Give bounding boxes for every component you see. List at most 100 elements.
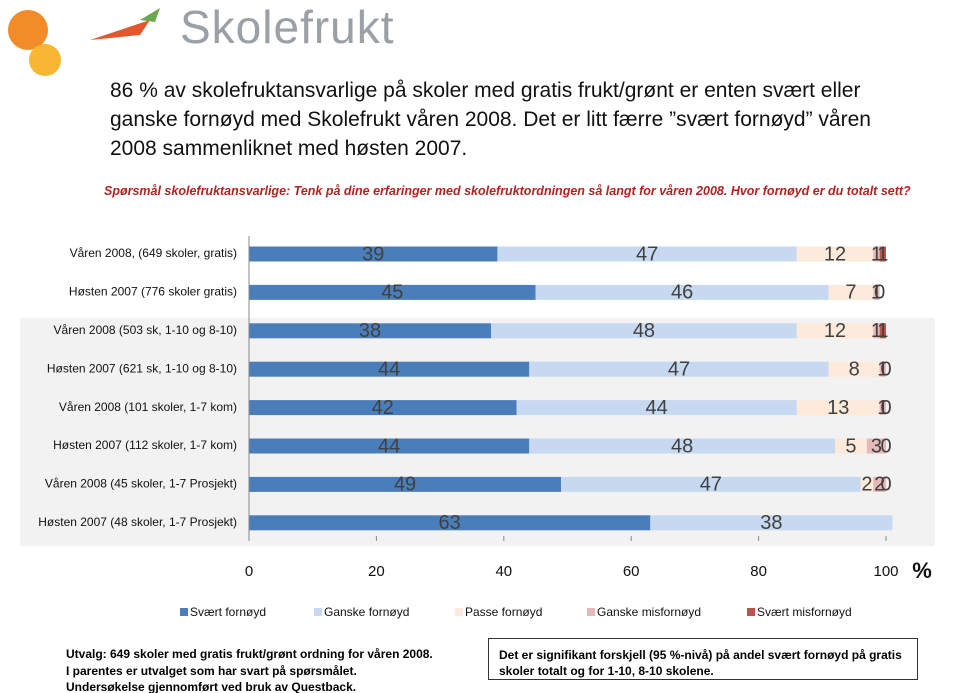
legend-swatch — [587, 608, 595, 616]
data-label: 44 — [646, 397, 668, 419]
bar-segment — [866, 438, 886, 454]
data-label: 5 — [845, 435, 856, 457]
category-label: Våren 2008 (503 sk, 1-10 og 8-10) — [54, 323, 237, 337]
data-label: 7 — [845, 282, 856, 304]
data-label: 49 — [394, 474, 416, 496]
legend-label: Svært misfornøyd — [757, 605, 852, 619]
bar-segment — [650, 515, 893, 531]
bar-segment — [828, 284, 874, 300]
data-label: 0 — [874, 282, 885, 304]
bar-segment — [249, 361, 530, 377]
bar-segment — [249, 400, 517, 416]
category-label: Våren 2008 (101 skoler, 1-7 kom) — [59, 400, 237, 414]
data-label: 39 — [362, 243, 384, 265]
bar-segment — [516, 400, 797, 416]
legend-swatch — [180, 608, 188, 616]
data-label: 46 — [671, 282, 693, 304]
data-label: 3 — [871, 435, 882, 457]
fruit-logo — [8, 8, 160, 76]
bar-segment — [249, 323, 492, 339]
legend-swatch — [455, 608, 463, 616]
data-label: 42 — [372, 397, 394, 419]
bar-segment — [828, 361, 880, 377]
category-label: Våren 2008, (649 skoler, gratis) — [70, 246, 237, 260]
logo: Skolefrukt — [180, 1, 395, 53]
legend-label: Ganske misfornøyd — [597, 605, 701, 619]
bar-segment — [529, 361, 829, 377]
bar-segment — [873, 323, 880, 339]
bar-segment — [879, 323, 886, 339]
data-label: 0 — [880, 474, 891, 496]
category-label: Høsten 2007 (112 skoler, 1-7 kom) — [53, 438, 237, 452]
data-label: 47 — [668, 358, 690, 380]
data-label: 45 — [381, 282, 403, 304]
legend-swatch — [747, 608, 755, 616]
x-tick-label: 40 — [495, 563, 512, 580]
data-label: 47 — [700, 474, 722, 496]
bar-segment — [796, 400, 880, 416]
plot-background — [20, 318, 935, 546]
legend-label: Ganske fornøyd — [324, 605, 409, 619]
data-label: 48 — [671, 435, 693, 457]
data-label: 12 — [824, 320, 846, 342]
data-label: 1 — [877, 243, 888, 265]
bar-segment — [873, 246, 880, 262]
bar-segment — [249, 284, 536, 300]
data-label: 48 — [633, 320, 655, 342]
x-tick-label: 100 — [873, 563, 898, 580]
category-label: Høsten 2007 (776 skoler gratis) — [69, 285, 237, 299]
legend-swatch — [314, 608, 322, 616]
bar-segment — [873, 476, 886, 492]
bar-segment — [249, 476, 562, 492]
bar-segment — [497, 246, 797, 262]
data-label: 1 — [877, 397, 888, 419]
data-label: 38 — [760, 512, 782, 534]
x-tick-label: 60 — [623, 563, 640, 580]
bar-segment — [249, 246, 498, 262]
data-label: 1 — [877, 320, 888, 342]
note-line: I parentes er utvalget som har svart på … — [66, 663, 357, 678]
bar-segment — [879, 400, 886, 416]
data-label: 44 — [378, 435, 400, 457]
bar-segment — [491, 323, 797, 339]
bar-segment — [249, 515, 651, 531]
data-label: 13 — [827, 397, 849, 419]
bar-segment — [249, 438, 530, 454]
legend-label: Svært fornøyd — [190, 605, 266, 619]
headline: 86 % av skolefruktansvarlige på skoler m… — [110, 79, 871, 160]
chart: Våren 2008, (649 skoler, gratis) 39 47 12 11… — [20, 236, 935, 619]
data-label: 0 — [880, 435, 891, 457]
data-label: 1 — [871, 243, 882, 265]
data-label: 2 — [874, 474, 885, 496]
legend-label: Passe fornøyd — [465, 605, 542, 619]
data-label: 1 — [871, 282, 882, 304]
bar-segment — [873, 284, 880, 300]
bar-segment — [879, 246, 886, 262]
data-label: 47 — [636, 243, 658, 265]
bar-segment — [529, 438, 836, 454]
bar-segment — [879, 361, 886, 377]
bar-segment — [796, 323, 874, 339]
bar-segment — [561, 476, 861, 492]
question: Spørsmål skolefruktansvarlige: Tenk på d… — [104, 184, 911, 198]
data-label: 0 — [880, 397, 891, 419]
bar-segment — [860, 476, 874, 492]
data-label: 2 — [861, 474, 872, 496]
data-label: 1 — [871, 320, 882, 342]
x-tick-label: 0 — [245, 563, 253, 580]
bar-segment — [835, 438, 867, 454]
data-label: 1 — [877, 358, 888, 380]
data-label: 63 — [439, 512, 461, 534]
note-left: Utvalg: 649 skoler med gratis frukt/grøn… — [66, 646, 433, 693]
data-label: 8 — [849, 358, 860, 380]
note-line: Utvalg: 649 skoler med gratis frukt/grøn… — [66, 647, 433, 661]
note-line: Undersøkelse gjennomført ved bruk av Que… — [66, 680, 357, 693]
x-tick-label: 20 — [368, 563, 385, 580]
data-label: 44 — [378, 358, 400, 380]
x-unit: % — [912, 558, 932, 583]
note-right: Det er signifikant forskjell (95 %-nivå)… — [488, 638, 918, 680]
data-label: 0 — [880, 358, 891, 380]
x-tick-label: 80 — [750, 563, 767, 580]
data-label: 38 — [359, 320, 381, 342]
